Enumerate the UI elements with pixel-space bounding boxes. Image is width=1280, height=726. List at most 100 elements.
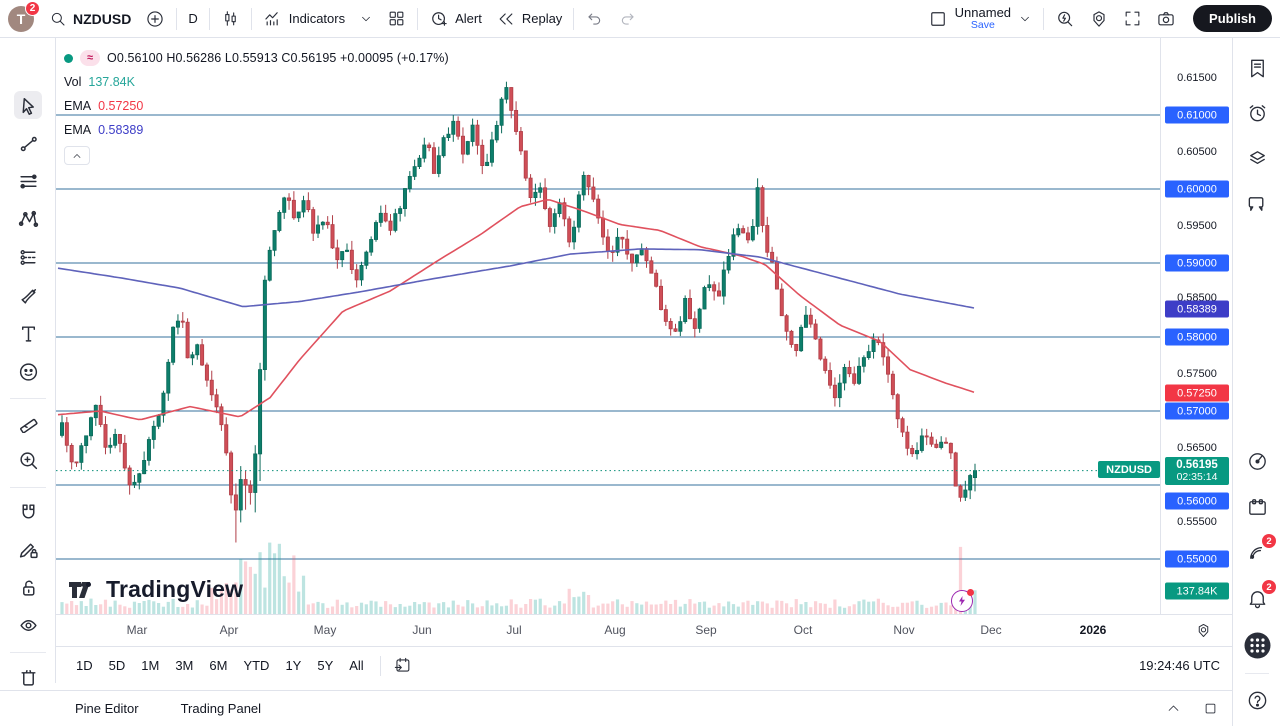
undo-button[interactable] xyxy=(578,5,611,32)
time-tick: Mar xyxy=(126,623,148,637)
layout-select-button[interactable] xyxy=(921,5,955,33)
tool-text[interactable] xyxy=(14,319,42,347)
price-level-badge: 0.56000 xyxy=(1165,492,1229,510)
snapshot-button[interactable] xyxy=(1149,5,1183,33)
user-notification-badge: 2 xyxy=(25,0,40,16)
grid-layout-button[interactable] xyxy=(380,5,413,32)
range-button-5y[interactable]: 5Y xyxy=(317,658,334,673)
expand-panel-chevron-icon[interactable] xyxy=(1166,701,1181,716)
legend-ema2-row[interactable]: EMA 0.58389 xyxy=(64,118,449,142)
radar-icon xyxy=(1248,452,1266,470)
search-icon xyxy=(51,12,65,26)
emoji-icon xyxy=(19,362,37,381)
range-button-all[interactable]: All xyxy=(349,658,364,673)
tool-draw-lock[interactable] xyxy=(14,535,42,563)
range-button-ytd[interactable]: YTD xyxy=(243,658,270,673)
chevron-down-icon xyxy=(1021,16,1029,21)
tool-ruler[interactable] xyxy=(14,408,42,436)
data-flag-icon[interactable]: ≈ xyxy=(80,50,101,66)
zoom-in-icon xyxy=(19,451,37,469)
sidebar-layers-button[interactable] xyxy=(1243,144,1271,172)
redo-button[interactable] xyxy=(611,5,644,32)
tool-zoom-in[interactable] xyxy=(14,446,42,474)
toolbar-separator xyxy=(573,7,575,30)
ema2-value: 0.58389 xyxy=(98,123,144,137)
price-chart-canvas[interactable] xyxy=(56,38,1160,614)
tool-fib-retracement[interactable] xyxy=(14,167,42,195)
user-avatar[interactable]: T 2 xyxy=(8,0,40,32)
tool-remove-all[interactable] xyxy=(14,662,42,690)
tool-xabcd-pattern[interactable] xyxy=(14,205,42,233)
sidebar-help-button[interactable] xyxy=(1243,686,1271,714)
range-button-1y[interactable]: 1Y xyxy=(285,658,302,673)
sidebar-apps-button[interactable] xyxy=(1243,631,1271,659)
clock-utc[interactable]: 19:24:46 UTC xyxy=(1139,658,1220,673)
market-status-dot xyxy=(64,53,73,63)
tool-emoji[interactable] xyxy=(14,357,42,385)
toolbar-separator xyxy=(250,7,252,30)
interval-button[interactable]: D xyxy=(181,7,204,30)
range-button-5d[interactable]: 5D xyxy=(108,658,126,673)
sidebar-streams-button[interactable]: 2 xyxy=(1243,534,1276,566)
scale-settings-button[interactable] xyxy=(1188,618,1219,643)
layout-chevron[interactable] xyxy=(1011,8,1039,30)
maximize-panel-icon[interactable] xyxy=(1203,701,1218,716)
price-tick: 0.61500 xyxy=(1177,72,1217,84)
chart-pane[interactable]: ≈ O0.56100 H0.56286 L0.55913 C0.56195 +0… xyxy=(56,38,1160,614)
range-button-1d[interactable]: 1D xyxy=(76,658,93,673)
toolbar-divider xyxy=(10,398,46,399)
price-level-badge: 0.57000 xyxy=(1165,402,1229,420)
time-tick: Jun xyxy=(412,623,432,637)
tool-brush[interactable] xyxy=(14,281,42,309)
grid-layout-icon xyxy=(389,11,404,26)
range-button-3m[interactable]: 3M xyxy=(175,658,194,673)
legend-volume-row[interactable]: Vol 137.84K xyxy=(64,70,449,94)
toolbar-divider xyxy=(10,487,46,488)
tool-forecast[interactable] xyxy=(14,243,42,271)
fullscreen-button[interactable] xyxy=(1116,5,1149,32)
tool-trend-line[interactable] xyxy=(14,129,42,157)
legend-collapse-button[interactable] xyxy=(64,146,90,165)
trading-panel-button[interactable]: Trading Panel xyxy=(180,701,262,716)
layout-name-save[interactable]: Unnamed Save xyxy=(955,6,1011,31)
legend-ohlc-row[interactable]: ≈ O0.56100 H0.56286 L0.55913 C0.56195 +0… xyxy=(64,46,449,70)
chart-style-button[interactable] xyxy=(214,5,247,32)
alert-button[interactable]: Alert xyxy=(422,5,489,33)
compare-add-symbol-button[interactable] xyxy=(138,5,172,33)
indicators-button[interactable]: Indicators xyxy=(256,5,352,33)
time-axis[interactable]: Mar Apr May Jun Jul Aug Sep Oct Nov Dec 2026 xyxy=(56,614,1232,646)
top-toolbar: T 2 NZDUSD D Indicators Alert Replay xyxy=(0,0,1280,38)
tool-cursor[interactable] xyxy=(14,91,42,119)
quick-search-button[interactable] xyxy=(1048,5,1082,33)
replay-button[interactable]: Replay xyxy=(489,5,569,33)
tool-lock-all[interactable] xyxy=(14,573,42,601)
sidebar-radar-button[interactable] xyxy=(1243,447,1271,475)
settings-button[interactable] xyxy=(1082,5,1116,33)
tool-hide-all[interactable] xyxy=(14,611,42,639)
indicators-templates-chevron[interactable] xyxy=(352,8,380,30)
sidebar-watchlist-button[interactable] xyxy=(1243,54,1271,82)
sidebar-chats-button[interactable] xyxy=(1243,190,1271,218)
bar-countdown: 02:35:14 xyxy=(1176,471,1218,483)
go-to-date-button[interactable] xyxy=(389,654,416,677)
event-marker-dot xyxy=(967,589,974,596)
legend-ema1-row[interactable]: EMA 0.57250 xyxy=(64,94,449,118)
tool-magnet[interactable] xyxy=(14,497,42,525)
publish-button[interactable]: Publish xyxy=(1193,5,1272,32)
alert-clock-icon xyxy=(432,11,447,26)
chevron-up-icon xyxy=(73,153,81,158)
time-tick: 2026 xyxy=(1079,623,1107,637)
sidebar-notifications-button[interactable]: 2 xyxy=(1243,580,1276,612)
magnet-icon xyxy=(22,503,34,518)
chevron-down-icon xyxy=(362,16,371,21)
hide-all-icon xyxy=(19,619,37,631)
sidebar-calendar-button[interactable] xyxy=(1243,493,1271,521)
price-scale[interactable]: 0.56195 02:35:14 0.61500 0.61000 0.60500 0.… xyxy=(1160,38,1232,614)
range-button-1m[interactable]: 1M xyxy=(141,658,160,673)
pine-editor-button[interactable]: Pine Editor xyxy=(75,701,139,716)
symbol-search-button[interactable]: NZDUSD xyxy=(42,6,138,32)
replay-icon xyxy=(499,12,513,25)
range-button-6m[interactable]: 6M xyxy=(209,658,228,673)
sidebar-alerts-button[interactable] xyxy=(1243,99,1271,127)
event-marker-icon[interactable] xyxy=(951,589,974,612)
